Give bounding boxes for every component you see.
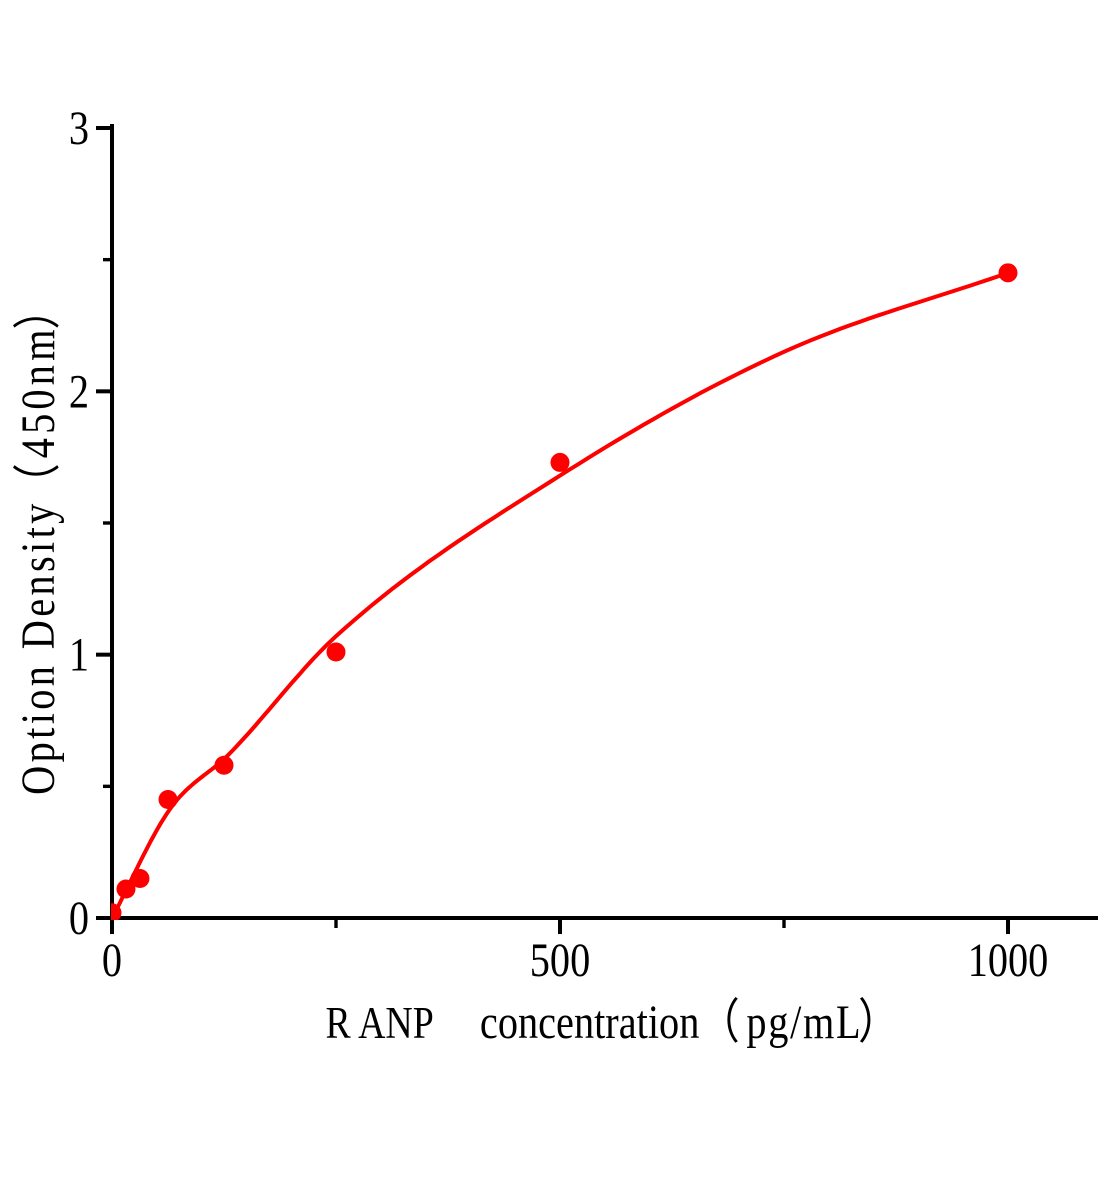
data-point <box>158 790 178 810</box>
data-point <box>214 755 234 775</box>
x-axis-title: R ANP concentration（ pg/mL） <box>326 982 899 1052</box>
x-tick-label: 1000 <box>968 934 1049 987</box>
y-axis-title: Option Density（450nm） <box>0 289 68 795</box>
data-point <box>111 903 122 920</box>
data-point <box>550 452 570 472</box>
x-axis-title-paren-open: （ <box>699 996 740 1049</box>
series-group <box>111 263 1018 920</box>
y-tick-label: 1 <box>69 628 89 681</box>
y-axis-title-paren-open: （ <box>12 463 65 504</box>
data-point <box>130 869 150 889</box>
fit-curve <box>111 270 1009 919</box>
x-tick-label: 0 <box>102 934 122 987</box>
data-point <box>998 263 1018 283</box>
x-axis-title-units: pg/mL <box>746 996 863 1049</box>
y-tick-label: 3 <box>69 102 89 155</box>
x-axis-title-main: concentration <box>479 996 700 1049</box>
x-axis-title-paren-close: ） <box>858 996 899 1049</box>
data-point <box>326 642 346 662</box>
y-tick-label: 0 <box>69 892 89 945</box>
x-axis-title-prefix: R ANP <box>325 998 434 1048</box>
data-point <box>116 879 136 899</box>
y-axis-title-units: 450nm <box>12 325 65 459</box>
y-axis-title-main: Option Density <box>12 500 65 795</box>
x-tick-label: 500 <box>530 934 590 987</box>
y-axis-title-paren-close: ） <box>12 289 65 330</box>
y-tick-label: 2 <box>69 365 89 418</box>
